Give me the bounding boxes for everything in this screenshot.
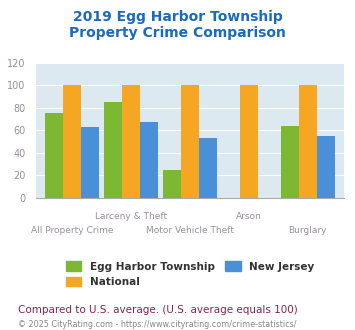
Text: Larceny & Theft: Larceny & Theft bbox=[95, 212, 167, 221]
Text: Burglary: Burglary bbox=[288, 226, 327, 235]
Bar bbox=[181, 85, 199, 198]
Bar bbox=[122, 85, 140, 198]
Bar bbox=[280, 126, 299, 198]
Bar bbox=[140, 122, 158, 198]
Bar bbox=[299, 85, 317, 198]
Text: Arson: Arson bbox=[236, 212, 262, 221]
Bar bbox=[317, 136, 334, 198]
Text: Motor Vehicle Theft: Motor Vehicle Theft bbox=[146, 226, 234, 235]
Bar bbox=[163, 170, 181, 198]
Text: 2019 Egg Harbor Township
Property Crime Comparison: 2019 Egg Harbor Township Property Crime … bbox=[69, 10, 286, 40]
Text: © 2025 CityRating.com - https://www.cityrating.com/crime-statistics/: © 2025 CityRating.com - https://www.city… bbox=[18, 320, 296, 329]
Bar bbox=[81, 127, 99, 198]
Legend: Egg Harbor Township, National, New Jersey: Egg Harbor Township, National, New Jerse… bbox=[61, 257, 318, 291]
Text: All Property Crime: All Property Crime bbox=[31, 226, 114, 235]
Bar bbox=[104, 102, 122, 198]
Bar bbox=[199, 138, 217, 198]
Text: Compared to U.S. average. (U.S. average equals 100): Compared to U.S. average. (U.S. average … bbox=[18, 305, 297, 315]
Bar bbox=[63, 85, 81, 198]
Bar bbox=[45, 114, 63, 198]
Bar bbox=[240, 85, 258, 198]
